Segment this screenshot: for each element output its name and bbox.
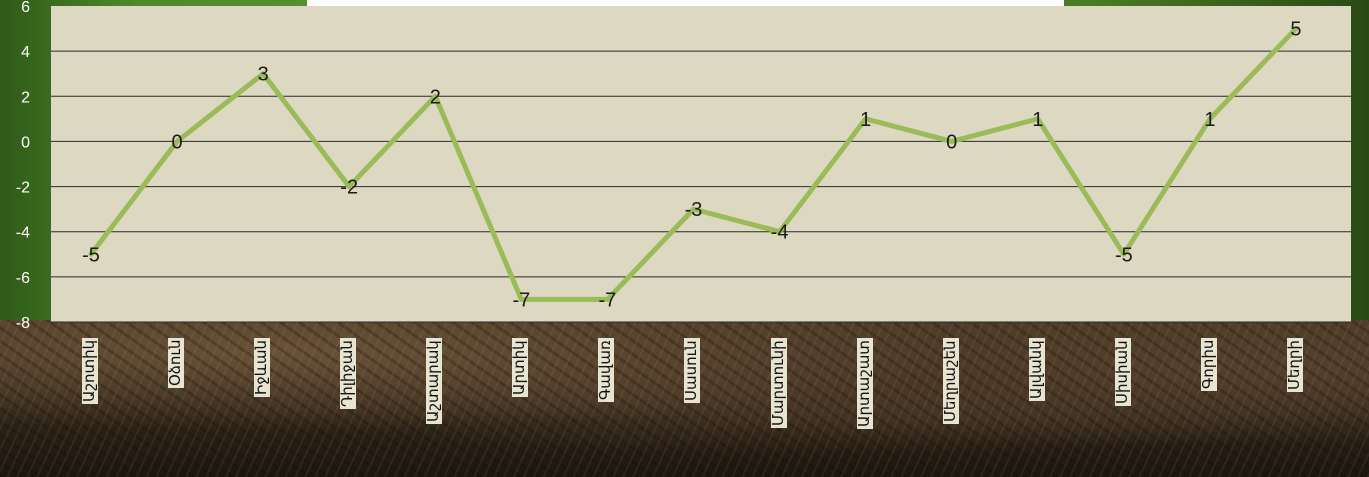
x-tick-label: Մեղրաշեն [941,338,959,424]
x-tick-label: Դիլիջան [339,338,357,409]
data-label: 3 [258,64,269,86]
x-tick-label: Աշտարակ [425,338,443,424]
x-tick-label: Արտիկ [511,338,529,397]
x-tick-label: Ալվանկ [1027,338,1045,401]
y-tick-label: 2 [21,89,30,106]
x-tick-label: Մեղրի [1285,338,1303,392]
data-label: -7 [512,289,530,311]
data-label: 0 [946,131,957,153]
data-label: 1 [1032,109,1043,131]
x-tick-label: Սասուն [683,338,701,403]
y-tick-label: -8 [16,315,30,332]
data-label: 5 [1290,19,1301,41]
y-tick-label: 0 [21,134,30,151]
data-label: -5 [82,244,100,266]
data-label: 1 [860,109,871,131]
x-tick-label: Արտաշատ [855,338,873,429]
data-label: -3 [685,199,703,221]
y-tick-label: 4 [21,44,30,61]
data-label: 0 [172,131,183,153]
data-label: -7 [599,289,617,311]
y-tick-label: -6 [16,270,30,287]
data-label: -2 [340,177,358,199]
y-tick-label: -4 [16,225,30,242]
y-tick-label: 6 [21,0,30,16]
data-label: 1 [1204,109,1215,131]
y-tick-label: -2 [16,180,30,197]
x-tick-label: Աշոտիկ [81,337,98,404]
data-label: -5 [1115,244,1133,266]
plot-area [51,6,1351,322]
x-tick-label: Սիսիան [1113,338,1131,406]
x-tick-label: Օձուն [167,337,185,388]
data-label: 2 [430,86,441,108]
series-line [88,26,1299,302]
x-tick-label: Գորիս [1199,337,1217,391]
x-tick-label: Մարտունի [769,338,787,428]
data-label: -4 [771,222,789,244]
x-tick-label: Գավառ [597,338,615,402]
x-tick-label: Իջևան [253,337,271,397]
title-banner [307,0,1064,6]
